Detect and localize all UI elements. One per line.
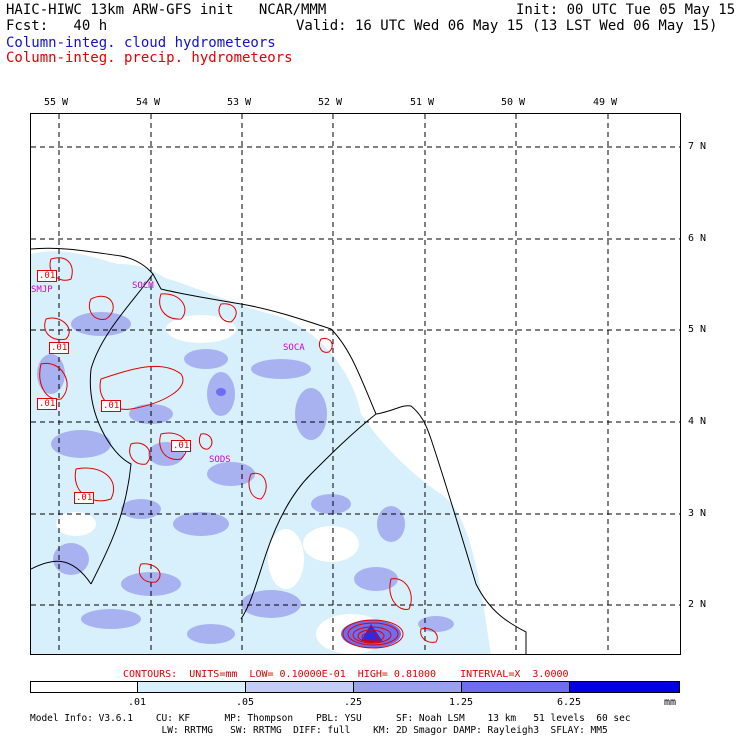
lon-label-54w: 54 W — [136, 97, 161, 108]
lon-label-55w: 55 W — [44, 97, 69, 108]
lat-label-3n: 3 N — [688, 508, 707, 519]
header-title: HAIC-HIWC 13km ARW-GFS init NCAR/MMM — [6, 2, 327, 18]
lat-lon-grid — [31, 114, 680, 654]
contours-info: CONTOURS: UNITS=mm LOW= 0.10000E-01 HIGH… — [123, 669, 569, 680]
lon-label-50w: 50 W — [501, 97, 526, 108]
header-init-time: Init: 00 UTC Tue 05 May 15 — [516, 2, 736, 18]
lat-label-5n: 5 N — [688, 324, 707, 335]
colorbar-tick-label: .01 — [128, 697, 147, 708]
colorbar-segment — [246, 681, 354, 693]
contour-label: .01 — [171, 440, 192, 452]
station-label: SMJP — [31, 285, 53, 295]
map-graphic — [31, 114, 680, 654]
map-plot-area: .01 .01 .01 .01 .01 .01 SMJP SOCM SOCA S… — [30, 113, 681, 655]
cloud-field-title: Column-integ. cloud hydrometeors — [6, 35, 276, 51]
station-label: SOCA — [283, 343, 305, 353]
lon-label-53w: 53 W — [227, 97, 252, 108]
contour-label: .01 — [37, 398, 58, 410]
model-info-line2: LW: RRTMG SW: RRTMG DIFF: full KM: 2D Sm… — [30, 725, 608, 736]
colorbar-tick-label: .05 — [236, 697, 255, 708]
contour-label: .01 — [49, 342, 70, 354]
lat-label-6n: 6 N — [688, 233, 707, 244]
contour-label: .01 — [101, 400, 122, 412]
station-label: SODS — [209, 455, 231, 465]
station-label: SOCM — [132, 281, 154, 291]
colorbar-unit: mm — [664, 697, 677, 708]
lat-label-7n: 7 N — [688, 141, 707, 152]
colorbar-segment — [138, 681, 246, 693]
colorbar-tick-label: .25 — [344, 697, 363, 708]
precip-field-title: Column-integ. precip. hydrometeors — [6, 50, 293, 66]
lon-label-51w: 51 W — [410, 97, 435, 108]
header-valid-time: Valid: 16 UTC Wed 06 May 15 (13 LST Wed … — [296, 18, 718, 34]
colorbar-segment — [462, 681, 570, 693]
header-forecast-hour: Fcst: 40 h — [6, 18, 108, 34]
lat-label-2n: 2 N — [688, 599, 707, 610]
colorbar-segment — [354, 681, 462, 693]
coastline-and-borders — [31, 247, 527, 654]
lon-label-52w: 52 W — [318, 97, 343, 108]
colorbar-tick-label: 1.25 — [449, 697, 474, 708]
cloud-shading-medium — [37, 312, 454, 644]
contour-label: .01 — [37, 270, 58, 282]
cloud-shading-light — [31, 251, 491, 654]
colorbar-segment — [30, 681, 138, 693]
lon-label-49w: 49 W — [593, 97, 618, 108]
colorbar-segment — [570, 681, 680, 693]
contour-label: .01 — [74, 492, 95, 504]
colorbar-tick-label: 6.25 — [557, 697, 582, 708]
model-info-line1: Model Info: V3.6.1 CU: KF MP: Thompson P… — [30, 713, 631, 724]
lat-label-4n: 4 N — [688, 416, 707, 427]
